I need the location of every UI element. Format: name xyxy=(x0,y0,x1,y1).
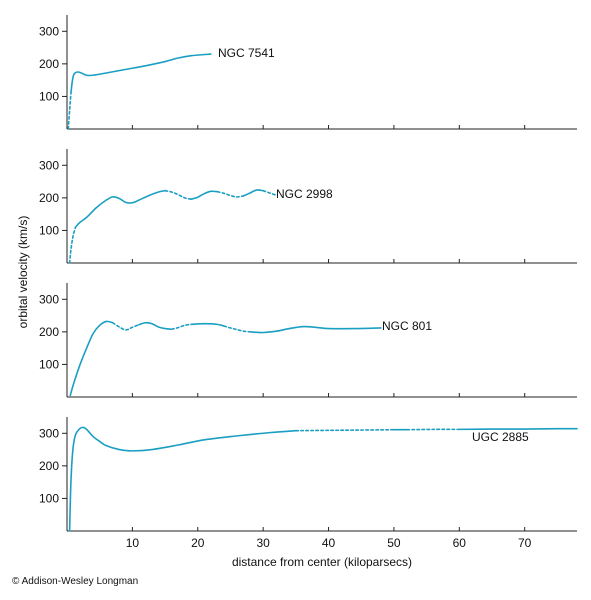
curve-segment-dashed xyxy=(111,321,140,331)
curve-segment-dashed xyxy=(68,226,77,264)
curve-segment-dashed xyxy=(170,323,193,331)
y-tick-label: 200 xyxy=(39,325,59,339)
curve-label: NGC 801 xyxy=(382,319,432,333)
curve-label: NGC 7541 xyxy=(218,46,275,60)
curve-segment-dashed xyxy=(262,189,278,197)
y-axis-label: orbital velocity (km/s) xyxy=(16,216,30,329)
curve-segment-dashed xyxy=(223,325,251,333)
panel-ngc-2998: 100 200 300 NGC 2998 xyxy=(39,149,577,264)
curve-segment-dashed xyxy=(216,190,245,198)
y-tick-label: 100 xyxy=(39,357,59,371)
y-tick-label: 200 xyxy=(39,57,59,71)
copyright-notice: © Addison-Wesley Longman xyxy=(12,576,138,587)
curve-segment-solid xyxy=(68,426,297,532)
curve-segment-dashed xyxy=(164,189,193,200)
y-tick-label: 300 xyxy=(39,292,59,306)
y-tick-label: 200 xyxy=(39,191,59,205)
x-axis-label: distance from center (kiloparsecs) xyxy=(232,555,412,569)
y-tick-label: 300 xyxy=(39,426,59,440)
x-tick-label: 40 xyxy=(322,536,336,550)
x-tick-label: 70 xyxy=(518,536,532,550)
curve-segment-solid xyxy=(70,53,212,94)
chart-panels: 100 200 300 NGC 7541 100 200 300 NGC 2998 100 200… xyxy=(39,15,578,532)
curve-segment-solid xyxy=(190,322,225,327)
curve-segment-solid xyxy=(69,320,114,397)
x-tick-label: 10 xyxy=(126,536,140,550)
y-tick-label: 100 xyxy=(39,491,59,505)
x-axis-ticks: 10 20 30 40 50 60 70 xyxy=(126,536,532,550)
panel-ngc-801: 100 200 300 NGC 801 xyxy=(39,283,577,398)
panel-ngc-7541: 100 200 300 NGC 7541 xyxy=(39,15,577,130)
curve-segment-solid xyxy=(249,325,382,334)
curve-segment-solid xyxy=(138,321,173,331)
y-tick-label: 100 xyxy=(39,223,59,237)
x-tick-label: 50 xyxy=(387,536,401,550)
curve-segment-solid xyxy=(74,189,166,228)
x-tick-label: 20 xyxy=(191,536,205,550)
curve-label: UGC 2885 xyxy=(472,430,529,444)
curve-segment-solid xyxy=(190,190,219,200)
panel-ugc-2885: 100 200 300 UGC 2885 xyxy=(39,417,578,532)
curve-segment-dashed xyxy=(295,428,395,432)
y-tick-label: 200 xyxy=(39,459,59,473)
curve-segment-solid xyxy=(458,427,578,431)
curve-segment-dashed xyxy=(67,92,72,130)
y-tick-label: 100 xyxy=(39,89,59,103)
curve-label: NGC 2998 xyxy=(276,187,333,201)
y-tick-label: 300 xyxy=(39,24,59,38)
x-tick-label: 30 xyxy=(256,536,270,550)
x-tick-label: 60 xyxy=(453,536,467,550)
curve-segment-solid xyxy=(242,189,264,197)
y-tick-label: 300 xyxy=(39,158,59,172)
